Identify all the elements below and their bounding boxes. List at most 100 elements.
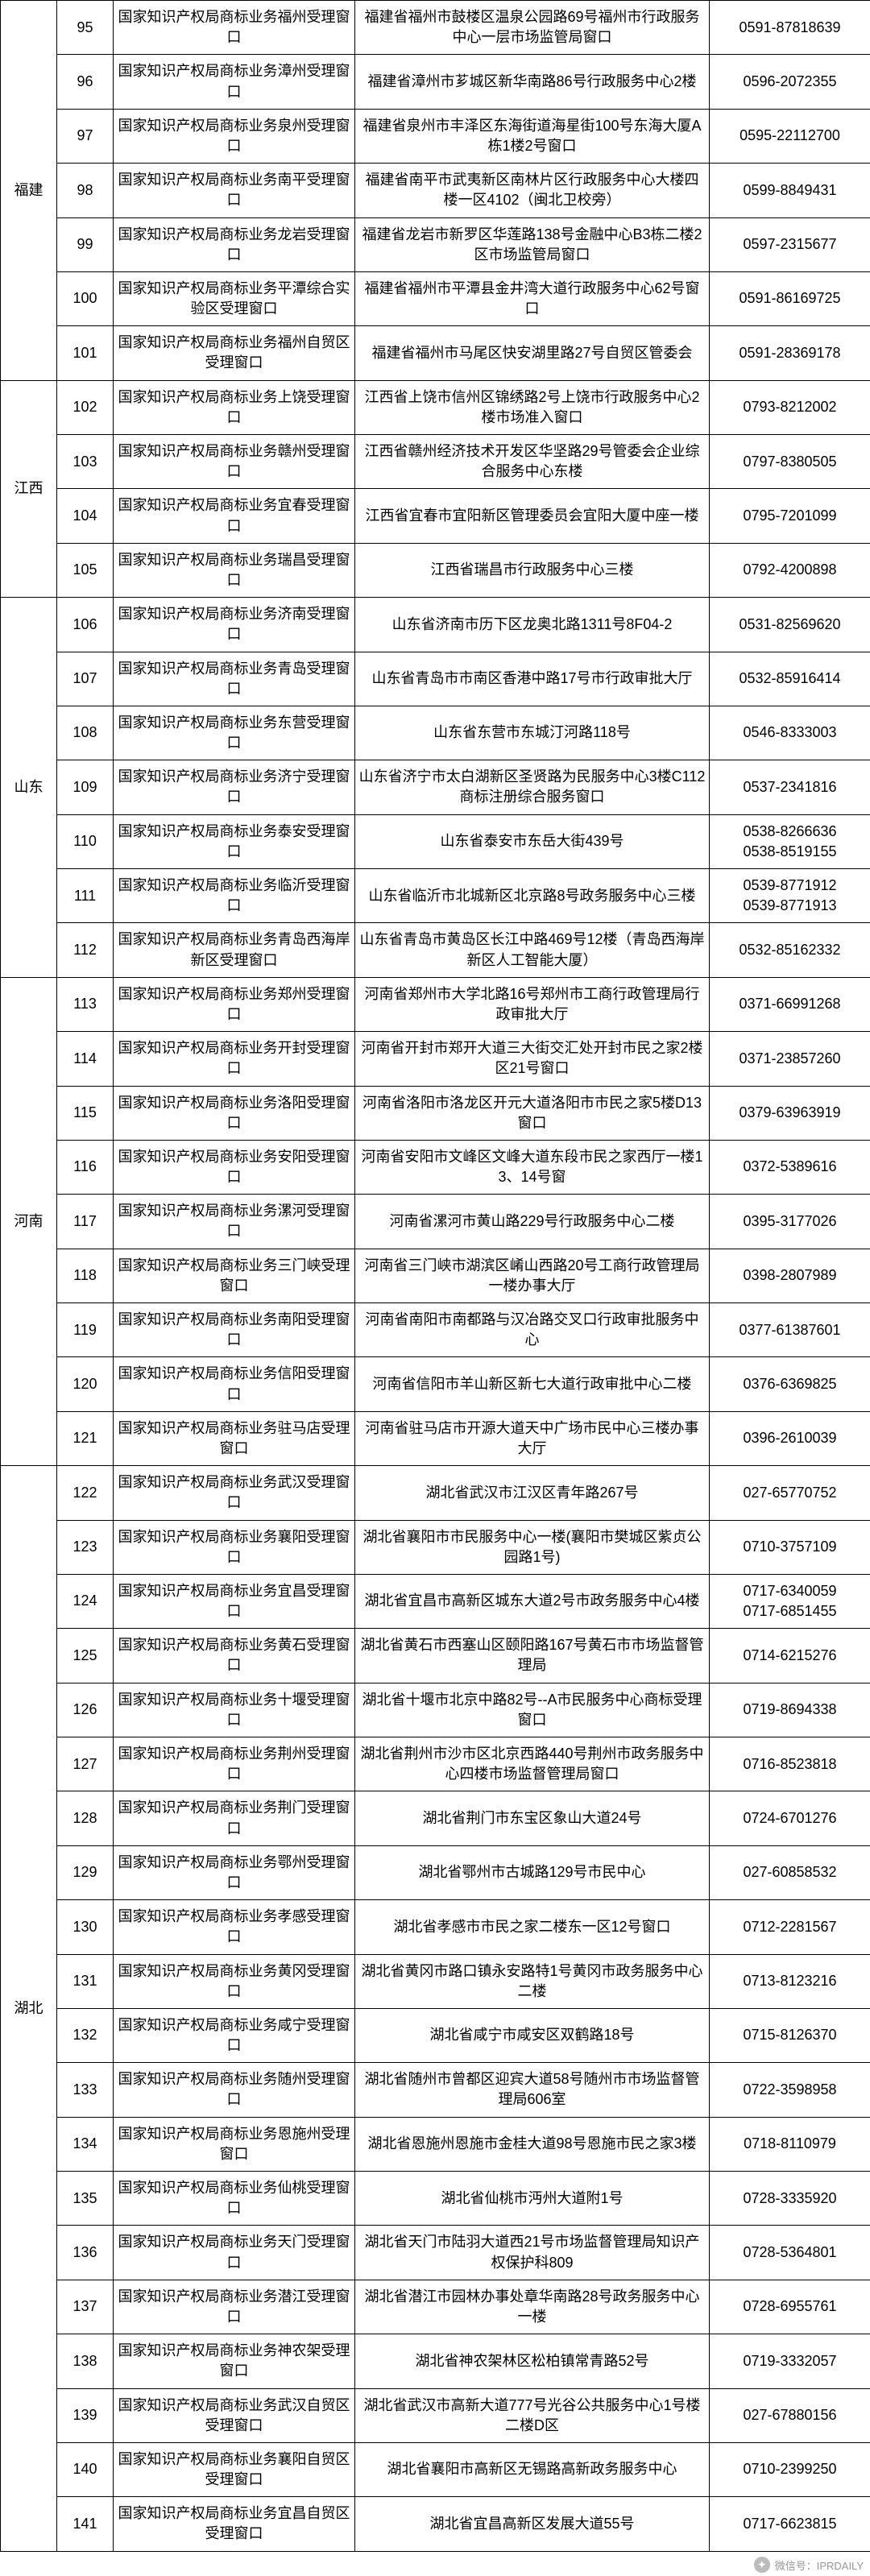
table-row: 河南113国家知识产权局商标业务郑州受理窗口河南省郑州市大学北路16号郑州市工商…	[1, 977, 870, 1031]
table-row: 128国家知识产权局商标业务荆门受理窗口湖北省荆门市东宝区象山大道24号0724…	[1, 1791, 870, 1845]
office-cell: 国家知识产权局商标业务青岛西海岸新区受理窗口	[114, 923, 355, 977]
number-cell: 97	[57, 109, 114, 163]
phone-cell: 0371-66991268	[710, 977, 870, 1031]
wechat-icon: ✦	[754, 2557, 770, 2573]
number-cell: 139	[57, 2388, 114, 2442]
phone-cell: 0793-8212002	[710, 380, 870, 434]
phone-cell: 0719-8694338	[710, 1683, 870, 1737]
phone-cell: 0716-8523818	[710, 1737, 870, 1791]
address-cell: 河南省三门峡市湖滨区崤山西路20号工商行政管理局一楼办事大厅	[355, 1249, 710, 1302]
office-cell: 国家知识产权局商标业务宜昌自贸区受理窗口	[114, 2497, 355, 2551]
table-row: 109国家知识产权局商标业务济宁受理窗口山东省济宁市太白湖新区圣贤路为民服务中心…	[1, 760, 870, 814]
table-row: 山东106国家知识产权局商标业务济南受理窗口山东省济南市历下区龙奥北路1311号…	[1, 598, 870, 652]
phone-cell: 0396-2610039	[710, 1411, 870, 1465]
address-cell: 山东省济南市历下区龙奥北路1311号8F04-2	[355, 598, 710, 652]
address-cell: 湖北省黄石市西塞山区颐阳路167号黄石市市场监督管理局	[355, 1629, 710, 1683]
phone-cell: 0797-8380505	[710, 435, 870, 489]
number-cell: 111	[57, 869, 114, 923]
phone-cell: 0537-2341816	[710, 760, 870, 814]
number-cell: 109	[57, 760, 114, 814]
phone-cell: 0591-28369178	[710, 326, 870, 380]
number-cell: 131	[57, 1954, 114, 2008]
table-row: 96国家知识产权局商标业务漳州受理窗口福建省漳州市芗城区新华南路86号行政服务中…	[1, 55, 870, 109]
phone-cell: 0717-6623815	[710, 2497, 870, 2551]
phone-cell: 0532-85162332	[710, 923, 870, 977]
table-row: 115国家知识产权局商标业务洛阳受理窗口河南省洛阳市洛龙区开元大道洛阳市市民之家…	[1, 1086, 870, 1140]
office-cell: 国家知识产权局商标业务仙桃受理窗口	[114, 2172, 355, 2226]
phone-cell: 0595-22112700	[710, 109, 870, 163]
office-cell: 国家知识产权局商标业务孝感受理窗口	[114, 1900, 355, 1954]
address-cell: 河南省开封市郑开大道三大街交汇处开封市民之家2楼区21号窗口	[355, 1032, 710, 1086]
phone-cell: 027-67880156	[710, 2388, 870, 2442]
phone-cell: 0538-82666360538-8519155	[710, 814, 870, 868]
address-cell: 山东省青岛市黄岛区长江中路469号12楼（青岛西海岸新区人工智能大厦）	[355, 923, 710, 977]
table-row: 116国家知识产权局商标业务安阳受理窗口河南省安阳市文峰区文峰大道东段市民之家西…	[1, 1140, 870, 1194]
address-cell: 江西省宜春市宜阳新区管理委员会宜阳大厦中座一楼	[355, 489, 710, 543]
table-row: 湖北122国家知识产权局商标业务武汉受理窗口湖北省武汉市江汉区青年路267号02…	[1, 1466, 870, 1520]
office-cell: 国家知识产权局商标业务郑州受理窗口	[114, 977, 355, 1031]
office-cell: 国家知识产权局商标业务随州受理窗口	[114, 2063, 355, 2117]
address-cell: 湖北省天门市陆羽大道西21号市场监督管理局知识产权保护科809	[355, 2226, 710, 2280]
number-cell: 135	[57, 2172, 114, 2226]
office-cell: 国家知识产权局商标业务鄂州受理窗口	[114, 1845, 355, 1899]
number-cell: 106	[57, 598, 114, 652]
table-row: 120国家知识产权局商标业务信阳受理窗口河南省信阳市羊山新区新七大道行政审批中心…	[1, 1357, 870, 1411]
table-row: 118国家知识产权局商标业务三门峡受理窗口河南省三门峡市湖滨区崤山西路20号工商…	[1, 1249, 870, 1302]
table-row: 107国家知识产权局商标业务青岛受理窗口山东省青岛市市南区香港中路17号市行政审…	[1, 652, 870, 706]
number-cell: 140	[57, 2442, 114, 2496]
phone-cell: 0596-2072355	[710, 55, 870, 109]
number-cell: 103	[57, 435, 114, 489]
phone-cell: 0591-87818639	[710, 1, 870, 55]
number-cell: 128	[57, 1791, 114, 1845]
office-cell: 国家知识产权局商标业务荆州受理窗口	[114, 1737, 355, 1791]
phone-cell: 0546-8333003	[710, 706, 870, 760]
address-cell: 湖北省宜昌市高新区城东大道2号市政务服务中心4楼	[355, 1574, 710, 1628]
province-cell: 河南	[1, 977, 57, 1465]
table-row: 108国家知识产权局商标业务东营受理窗口山东省东营市东城汀河路118号0546-…	[1, 706, 870, 760]
office-cell: 国家知识产权局商标业务青岛受理窗口	[114, 652, 355, 706]
trademark-office-table: 福建95国家知识产权局商标业务福州受理窗口福建省福州市鼓楼区温泉公园路69号福州…	[0, 0, 870, 2552]
table-row: 105国家知识产权局商标业务瑞昌受理窗口江西省瑞昌市行政服务中心三楼0792-4…	[1, 543, 870, 597]
number-cell: 105	[57, 543, 114, 597]
office-cell: 国家知识产权局商标业务东营受理窗口	[114, 706, 355, 760]
address-cell: 山东省东营市东城汀河路118号	[355, 706, 710, 760]
phone-cell: 0395-3177026	[710, 1195, 870, 1249]
number-cell: 119	[57, 1303, 114, 1357]
table-row: 133国家知识产权局商标业务随州受理窗口湖北省随州市曾都区迎宾大道58号随州市市…	[1, 2063, 870, 2117]
number-cell: 122	[57, 1466, 114, 1520]
number-cell: 96	[57, 55, 114, 109]
office-cell: 国家知识产权局商标业务安阳受理窗口	[114, 1140, 355, 1194]
address-cell: 湖北省宜昌高新区发展大道55号	[355, 2497, 710, 2551]
office-cell: 国家知识产权局商标业务南平受理窗口	[114, 164, 355, 217]
table-row: 福建95国家知识产权局商标业务福州受理窗口福建省福州市鼓楼区温泉公园路69号福州…	[1, 1, 870, 55]
office-cell: 国家知识产权局商标业务上饶受理窗口	[114, 380, 355, 434]
office-cell: 国家知识产权局商标业务信阳受理窗口	[114, 1357, 355, 1411]
office-cell: 国家知识产权局商标业务福州自贸区受理窗口	[114, 326, 355, 380]
table-row: 126国家知识产权局商标业务十堰受理窗口湖北省十堰市北京中路82号--A市民服务…	[1, 1683, 870, 1737]
phone-cell: 027-60858532	[710, 1845, 870, 1899]
phone-cell: 0539-87719120539-8771913	[710, 869, 870, 923]
number-cell: 118	[57, 1249, 114, 1302]
address-cell: 福建省漳州市芗城区新华南路86号行政服务中心2楼	[355, 55, 710, 109]
address-cell: 湖北省恩施州恩施市金桂大道98号恩施市民之家3楼	[355, 2117, 710, 2171]
table-row: 103国家知识产权局商标业务赣州受理窗口江西省赣州经济技术开发区华坚路29号管委…	[1, 435, 870, 489]
table-row: 134国家知识产权局商标业务恩施州受理窗口湖北省恩施州恩施市金桂大道98号恩施市…	[1, 2117, 870, 2171]
number-cell: 107	[57, 652, 114, 706]
table-row: 110国家知识产权局商标业务泰安受理窗口山东省泰安市东岳大街439号0538-8…	[1, 814, 870, 868]
province-cell: 福建	[1, 1, 57, 381]
phone-cell: 0597-2315677	[710, 217, 870, 271]
office-cell: 国家知识产权局商标业务平潭综合实验区受理窗口	[114, 271, 355, 325]
phone-cell: 0715-8126370	[710, 2008, 870, 2062]
office-cell: 国家知识产权局商标业务开封受理窗口	[114, 1032, 355, 1086]
address-cell: 河南省安阳市文峰区文峰大道东段市民之家西厅一楼13、14号窗	[355, 1140, 710, 1194]
number-cell: 98	[57, 164, 114, 217]
table-row: 119国家知识产权局商标业务南阳受理窗口河南省南阳市南都路与汉冶路交叉口行政审批…	[1, 1303, 870, 1357]
number-cell: 124	[57, 1574, 114, 1628]
number-cell: 104	[57, 489, 114, 543]
office-cell: 国家知识产权局商标业务临沂受理窗口	[114, 869, 355, 923]
number-cell: 117	[57, 1195, 114, 1249]
address-cell: 山东省泰安市东岳大街439号	[355, 814, 710, 868]
phone-cell: 0718-8110979	[710, 2117, 870, 2171]
office-cell: 国家知识产权局商标业务三门峡受理窗口	[114, 1249, 355, 1302]
address-cell: 湖北省仙桃市沔州大道附1号	[355, 2172, 710, 2226]
